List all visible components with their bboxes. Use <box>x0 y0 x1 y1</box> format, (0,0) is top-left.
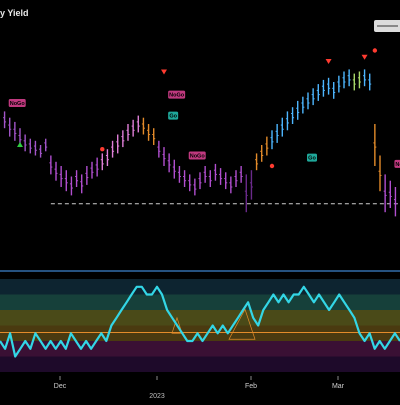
oscillator-small-triangle <box>171 316 183 334</box>
signal-dot <box>100 147 105 152</box>
badge-label: NoGo <box>190 154 206 160</box>
year-label: 2023 <box>149 393 165 400</box>
x-tick-label: Mar <box>332 383 345 390</box>
badge-label: Go <box>308 156 316 162</box>
x-tick-label: Feb <box>245 383 257 390</box>
oscillator-line <box>0 285 400 358</box>
chart-title: y Yield <box>0 8 29 18</box>
up-triangle-marker <box>17 142 23 147</box>
badge-label: NoGo <box>169 93 185 99</box>
nogo-badge <box>168 90 186 99</box>
go-badge <box>307 153 317 162</box>
oscillator-band <box>0 279 400 295</box>
top-right-control-mark <box>377 25 398 27</box>
nogo-badge <box>188 151 206 160</box>
signal-dot <box>269 163 275 169</box>
down-triangle-marker <box>161 69 167 75</box>
down-triangle-marker <box>361 54 368 60</box>
oscillator-band <box>0 310 400 326</box>
go-badge <box>168 111 179 120</box>
badge-label: Go <box>169 114 177 120</box>
oscillator-band <box>0 356 400 372</box>
badge-label: NoGo <box>395 162 400 168</box>
badge-label: NoGo <box>10 101 26 107</box>
down-triangle-marker <box>325 59 332 64</box>
oscillator-band <box>0 341 400 357</box>
oscillator-hatch-triangle <box>228 308 256 340</box>
x-tick-label: Dec <box>54 383 67 390</box>
nogo-badge <box>8 99 26 107</box>
signal-dot <box>372 48 378 53</box>
nogo-badge <box>394 159 400 168</box>
oscillator-band <box>0 294 400 310</box>
